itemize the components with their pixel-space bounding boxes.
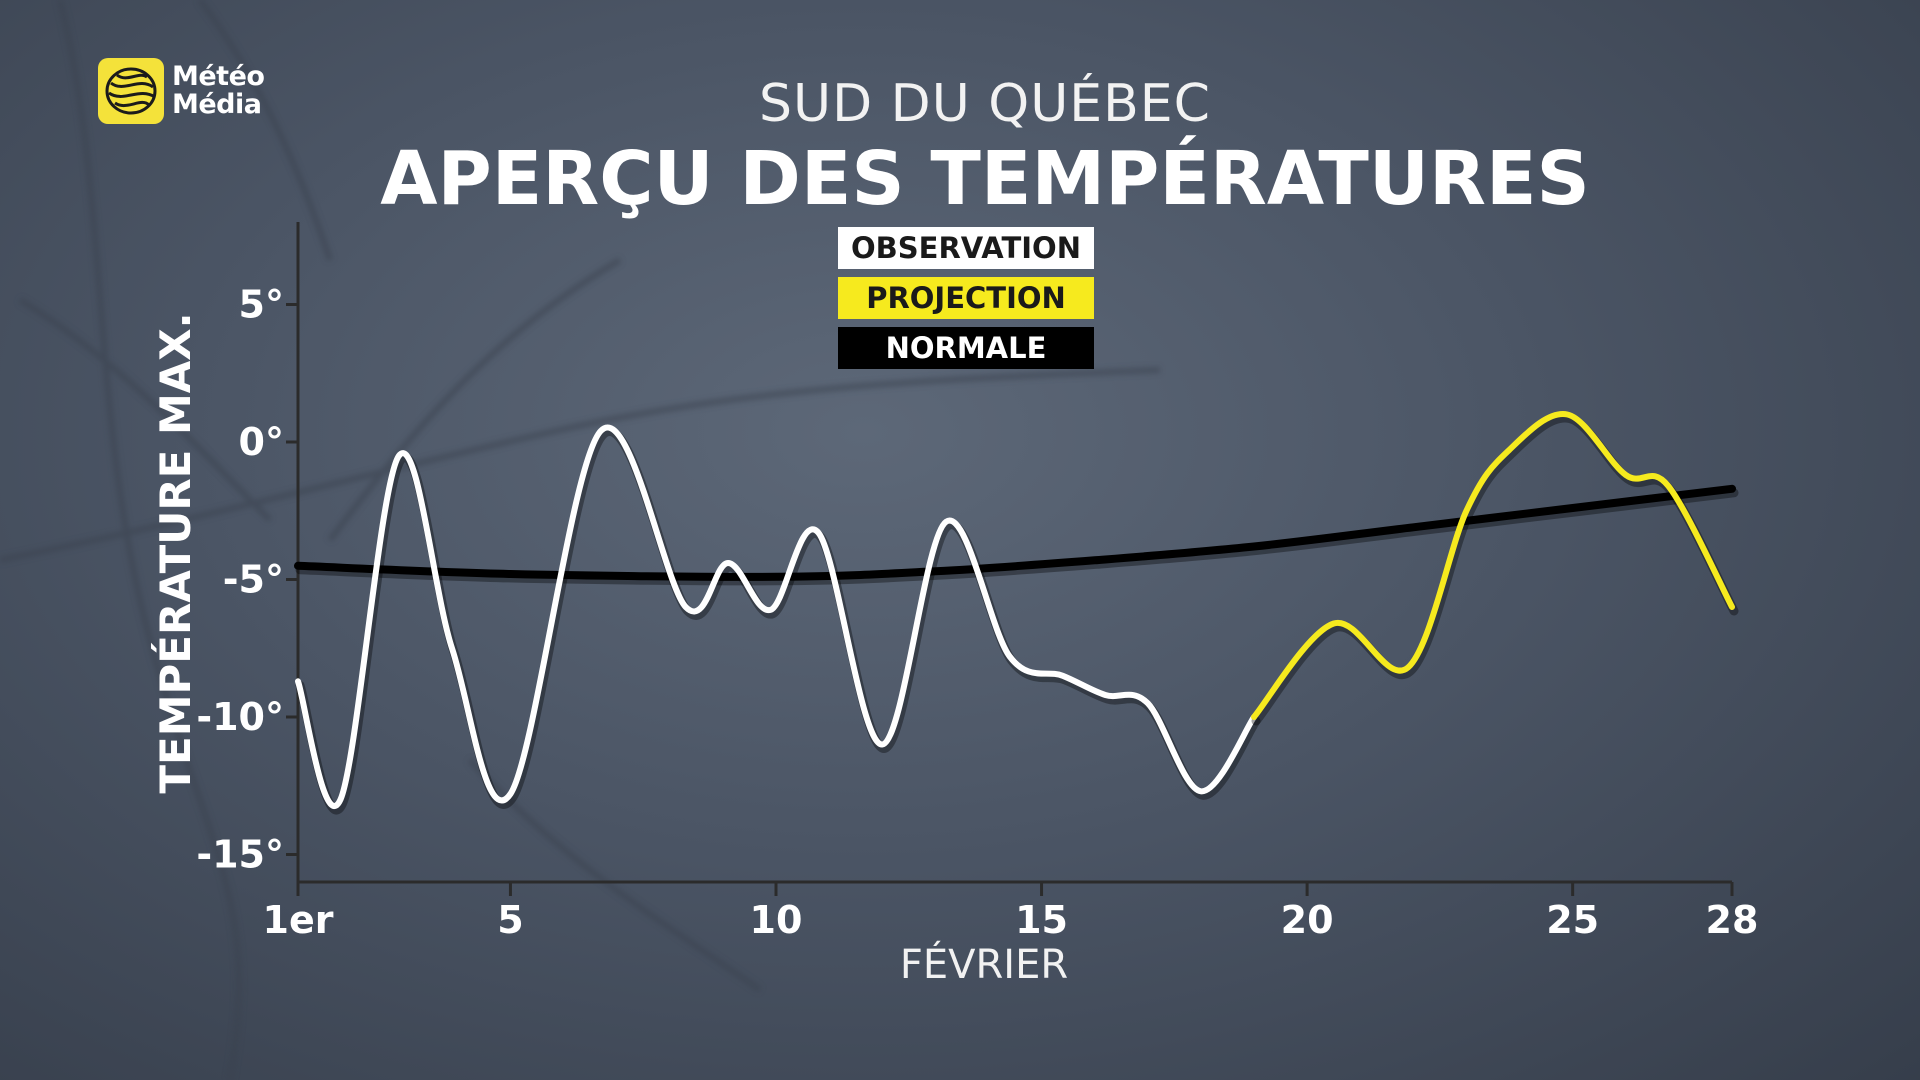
y-tick-label: 0° xyxy=(239,420,284,464)
legend-observation: OBSERVATION xyxy=(838,227,1094,269)
projection-line xyxy=(1251,411,1735,720)
chart-axes xyxy=(286,222,1734,896)
x-tick-label: 10 xyxy=(750,898,803,942)
y-axis-label: TEMPÉRATURE MAX. xyxy=(150,312,200,793)
y-tick-label: -15° xyxy=(196,833,284,877)
x-tick-label: 25 xyxy=(1546,898,1599,942)
meteomedia-logo: Météo Média xyxy=(98,58,265,124)
y-tick-label: -5° xyxy=(223,558,284,602)
x-tick-label: 28 xyxy=(1706,898,1759,942)
page-title: APERÇU DES TEMPÉRATURES xyxy=(380,136,1590,222)
logo-line-1: Météo xyxy=(172,61,265,92)
legend-projection: PROJECTION xyxy=(838,277,1094,319)
x-tick-label: 15 xyxy=(1015,898,1068,942)
normale-series xyxy=(294,484,1739,586)
x-axis-label: FÉVRIER xyxy=(900,940,1068,988)
y-tick-label: -10° xyxy=(196,695,284,739)
legend-normale: NORMALE xyxy=(838,327,1094,369)
x-tick-label: 20 xyxy=(1281,898,1334,942)
x-tick-label: 1er xyxy=(263,898,334,942)
logo-line-2: Média xyxy=(172,89,262,120)
projection-series xyxy=(1251,411,1739,726)
page-subtitle: SUD DU QUÉBEC xyxy=(759,74,1211,134)
meteomedia-globe-icon xyxy=(98,58,164,124)
observation-line xyxy=(295,424,1257,809)
chart-legend: OBSERVATION PROJECTION NORMALE xyxy=(838,227,1094,377)
x-tick-label: 5 xyxy=(497,898,523,942)
observation-series xyxy=(295,424,1261,815)
y-tick-label: 5° xyxy=(239,283,284,327)
normale-line xyxy=(294,484,1736,581)
tick-labels: 1er 5 10 15 20 25 28 5° 0° -5° -10° -15° xyxy=(196,283,1758,943)
